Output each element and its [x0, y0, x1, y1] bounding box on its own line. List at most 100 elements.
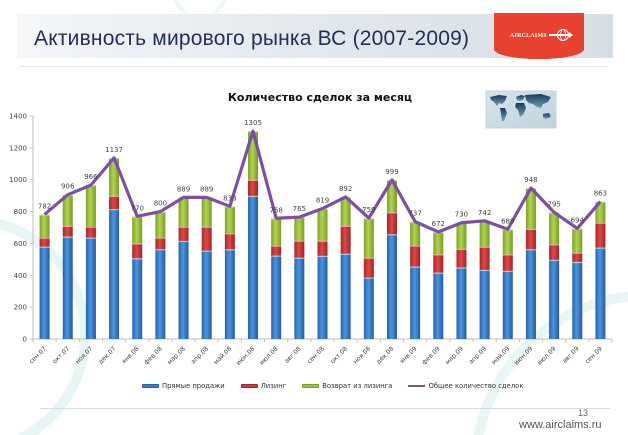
x-tick-label: янв.08: [121, 345, 141, 365]
x-tick-label: ноя.08: [352, 345, 372, 365]
bar-segment: [410, 245, 421, 267]
bar-segment: [109, 157, 120, 196]
world-map-icon: [485, 90, 557, 129]
bar-segment: [224, 233, 235, 250]
data-label: 730: [455, 211, 468, 219]
bar-stack: [224, 206, 235, 339]
bar-segment: [39, 246, 50, 339]
x-tick-label: апр.09: [468, 345, 488, 365]
data-label: 737: [408, 210, 421, 218]
page-title: Активность мирового рынка ВС (2007-2009): [34, 27, 470, 50]
x-tick-label: июл.09: [536, 345, 557, 366]
bar-segment: [456, 248, 467, 268]
bar-segment: [479, 269, 490, 339]
bar-segment: [525, 249, 536, 339]
data-label: 795: [547, 200, 560, 208]
bar-segment: [456, 222, 467, 249]
airclaims-logo: AIRCLAIMS: [494, 13, 584, 59]
data-label: 800: [154, 200, 167, 208]
bar-segment: [132, 258, 143, 339]
bar-segment: [201, 226, 212, 251]
bar-segment: [224, 249, 235, 339]
x-tick-label: апр.08: [190, 345, 210, 365]
bar-segment: [525, 187, 536, 229]
bar-stack: [248, 131, 259, 339]
bar-stack: [294, 217, 305, 339]
bar-stack: [502, 229, 513, 339]
bar-segment: [271, 218, 282, 246]
bar-segment: [317, 240, 328, 256]
bar-stack: [201, 197, 212, 339]
header-divider: [20, 66, 608, 67]
data-label: 1305: [244, 119, 262, 127]
data-label: 770: [131, 204, 144, 212]
data-label: 819: [316, 197, 329, 205]
bar-segment: [595, 222, 606, 248]
x-tick-label: мар.08: [166, 345, 187, 366]
x-tick-label: дек.07: [97, 345, 117, 365]
bar-segment: [248, 131, 259, 180]
bar-stack: [525, 187, 536, 339]
data-label: 906: [61, 183, 75, 191]
bar-segment: [572, 252, 583, 262]
bar-segment: [294, 217, 305, 241]
x-tick-label: фев.08: [143, 345, 164, 366]
bar-segment: [386, 212, 397, 235]
bar-segment: [271, 245, 282, 256]
bar-stack: [410, 221, 421, 339]
bar-segment: [39, 237, 50, 247]
bar-segment: [178, 240, 189, 339]
bar-segment: [109, 209, 120, 339]
x-tick-label: окт.08: [329, 345, 349, 365]
bar-stack: [340, 196, 351, 339]
bar-segment: [433, 272, 444, 339]
bar-segment: [363, 257, 374, 278]
x-tick-label: сен.07: [28, 345, 48, 365]
x-tick-label: окт.07: [51, 345, 71, 365]
globe-arrow-icon: [549, 29, 573, 41]
bar-segment: [340, 253, 351, 339]
legend-label: Прямые продажи: [162, 382, 225, 390]
legend-item-total: Общее количество сделок: [408, 382, 523, 390]
legend-item-leasing: Лизинг: [240, 382, 287, 390]
legend-item-lease-return: Возврат из лизинга: [302, 382, 392, 390]
bar-segment: [294, 240, 305, 258]
total-deals-line: [43, 129, 602, 234]
data-label: 672: [432, 220, 445, 228]
bar-segment: [317, 208, 328, 241]
bar-stack: [595, 201, 606, 339]
bar-segment: [85, 226, 96, 238]
bar-segment: [340, 225, 351, 254]
x-tick-label: сен.09: [584, 345, 604, 365]
bar-segment: [201, 250, 212, 339]
legend-label: Лизинг: [260, 382, 287, 390]
bar-segment: [410, 221, 421, 246]
bar-segment: [132, 243, 143, 259]
legend-label: Возврат из лизинга: [322, 382, 393, 390]
data-label: 758: [269, 206, 282, 214]
legend-swatch-green: [302, 384, 320, 388]
bar-segment: [155, 237, 166, 250]
bar-segment: [39, 214, 50, 238]
x-tick-label: июн.09: [513, 345, 534, 366]
bar-segment: [479, 220, 490, 247]
legend-label: Общее количество сделок: [428, 382, 524, 390]
x-tick-label: июл.08: [258, 345, 279, 366]
bar-stack: [85, 185, 96, 339]
data-label: 833: [223, 194, 236, 202]
bar-segment: [62, 236, 73, 339]
legend-line-purple: [408, 385, 426, 387]
bar-stack: [456, 222, 467, 339]
bar-segment: [85, 185, 96, 227]
bar-stack: [109, 157, 120, 339]
y-tick-label: 0: [23, 336, 27, 344]
legend-swatch-blue: [142, 384, 159, 388]
x-tick-label: июн.08: [235, 345, 256, 366]
data-label: 892: [339, 185, 352, 193]
x-tick-label: дек.08: [375, 345, 395, 365]
bar-stack: [155, 211, 166, 339]
bar-segment: [386, 179, 397, 213]
bar-stack: [549, 212, 560, 339]
bar-stack: [386, 179, 397, 339]
